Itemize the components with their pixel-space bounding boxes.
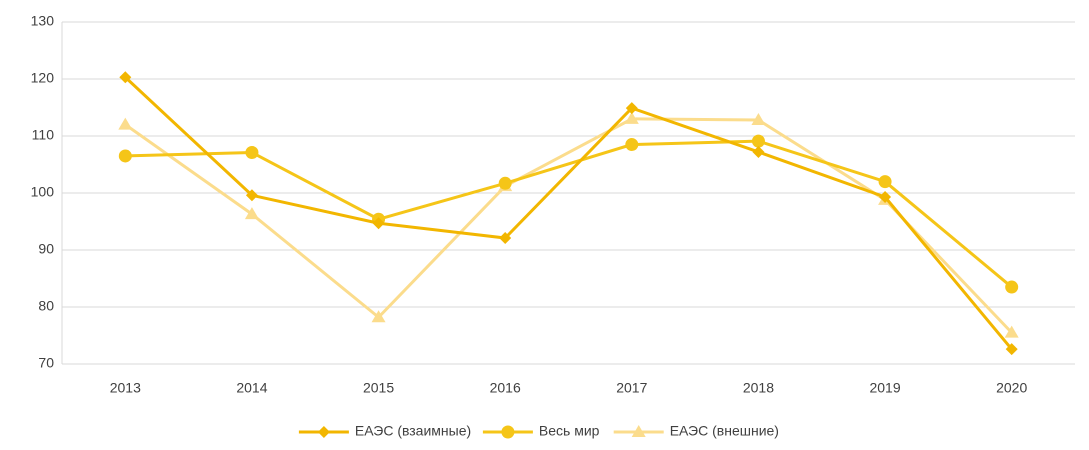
marker [372, 217, 385, 230]
y-tick-label: 130 [31, 13, 55, 29]
x-tick-label: 2020 [996, 380, 1027, 396]
legend-label: ЕАЭС (взаимные) [355, 423, 471, 439]
y-tick-label: 80 [38, 298, 54, 314]
y-tick-label: 70 [38, 355, 54, 371]
marker [752, 145, 765, 158]
x-tick-label: 2018 [743, 380, 774, 396]
marker [119, 71, 132, 84]
marker [1005, 280, 1019, 294]
series-line [124, 76, 1013, 351]
legend-marker [501, 425, 515, 439]
marker [878, 175, 892, 189]
legend-label: ЕАЭС (внешние) [670, 423, 779, 439]
x-tick-label: 2014 [236, 380, 267, 396]
series-line [124, 117, 1013, 334]
legend-marker [631, 425, 646, 437]
legend-marker [317, 426, 330, 438]
marker [499, 232, 512, 245]
y-tick-label: 120 [31, 70, 55, 86]
marker [371, 310, 386, 323]
marker [1005, 343, 1018, 356]
x-tick-label: 2016 [490, 380, 521, 396]
series-line [125, 139, 1013, 289]
y-tick-label: 100 [31, 184, 55, 200]
marker [245, 189, 258, 202]
legend-label: Весь мир [539, 423, 600, 439]
y-tick-label: 90 [38, 241, 54, 257]
marker [244, 207, 259, 220]
marker [118, 149, 132, 163]
marker [625, 102, 638, 115]
marker [751, 134, 765, 148]
marker [751, 113, 766, 126]
marker [879, 190, 892, 203]
marker [1004, 325, 1019, 338]
marker [118, 117, 133, 130]
x-tick-label: 2015 [363, 380, 394, 396]
marker [245, 146, 259, 160]
marker [625, 138, 639, 152]
x-tick-label: 2019 [869, 380, 900, 396]
y-tick-label: 110 [32, 127, 55, 143]
marker [498, 176, 512, 190]
marker [624, 111, 639, 124]
x-tick-label: 2017 [616, 380, 647, 396]
x-tick-label: 2013 [110, 380, 141, 396]
